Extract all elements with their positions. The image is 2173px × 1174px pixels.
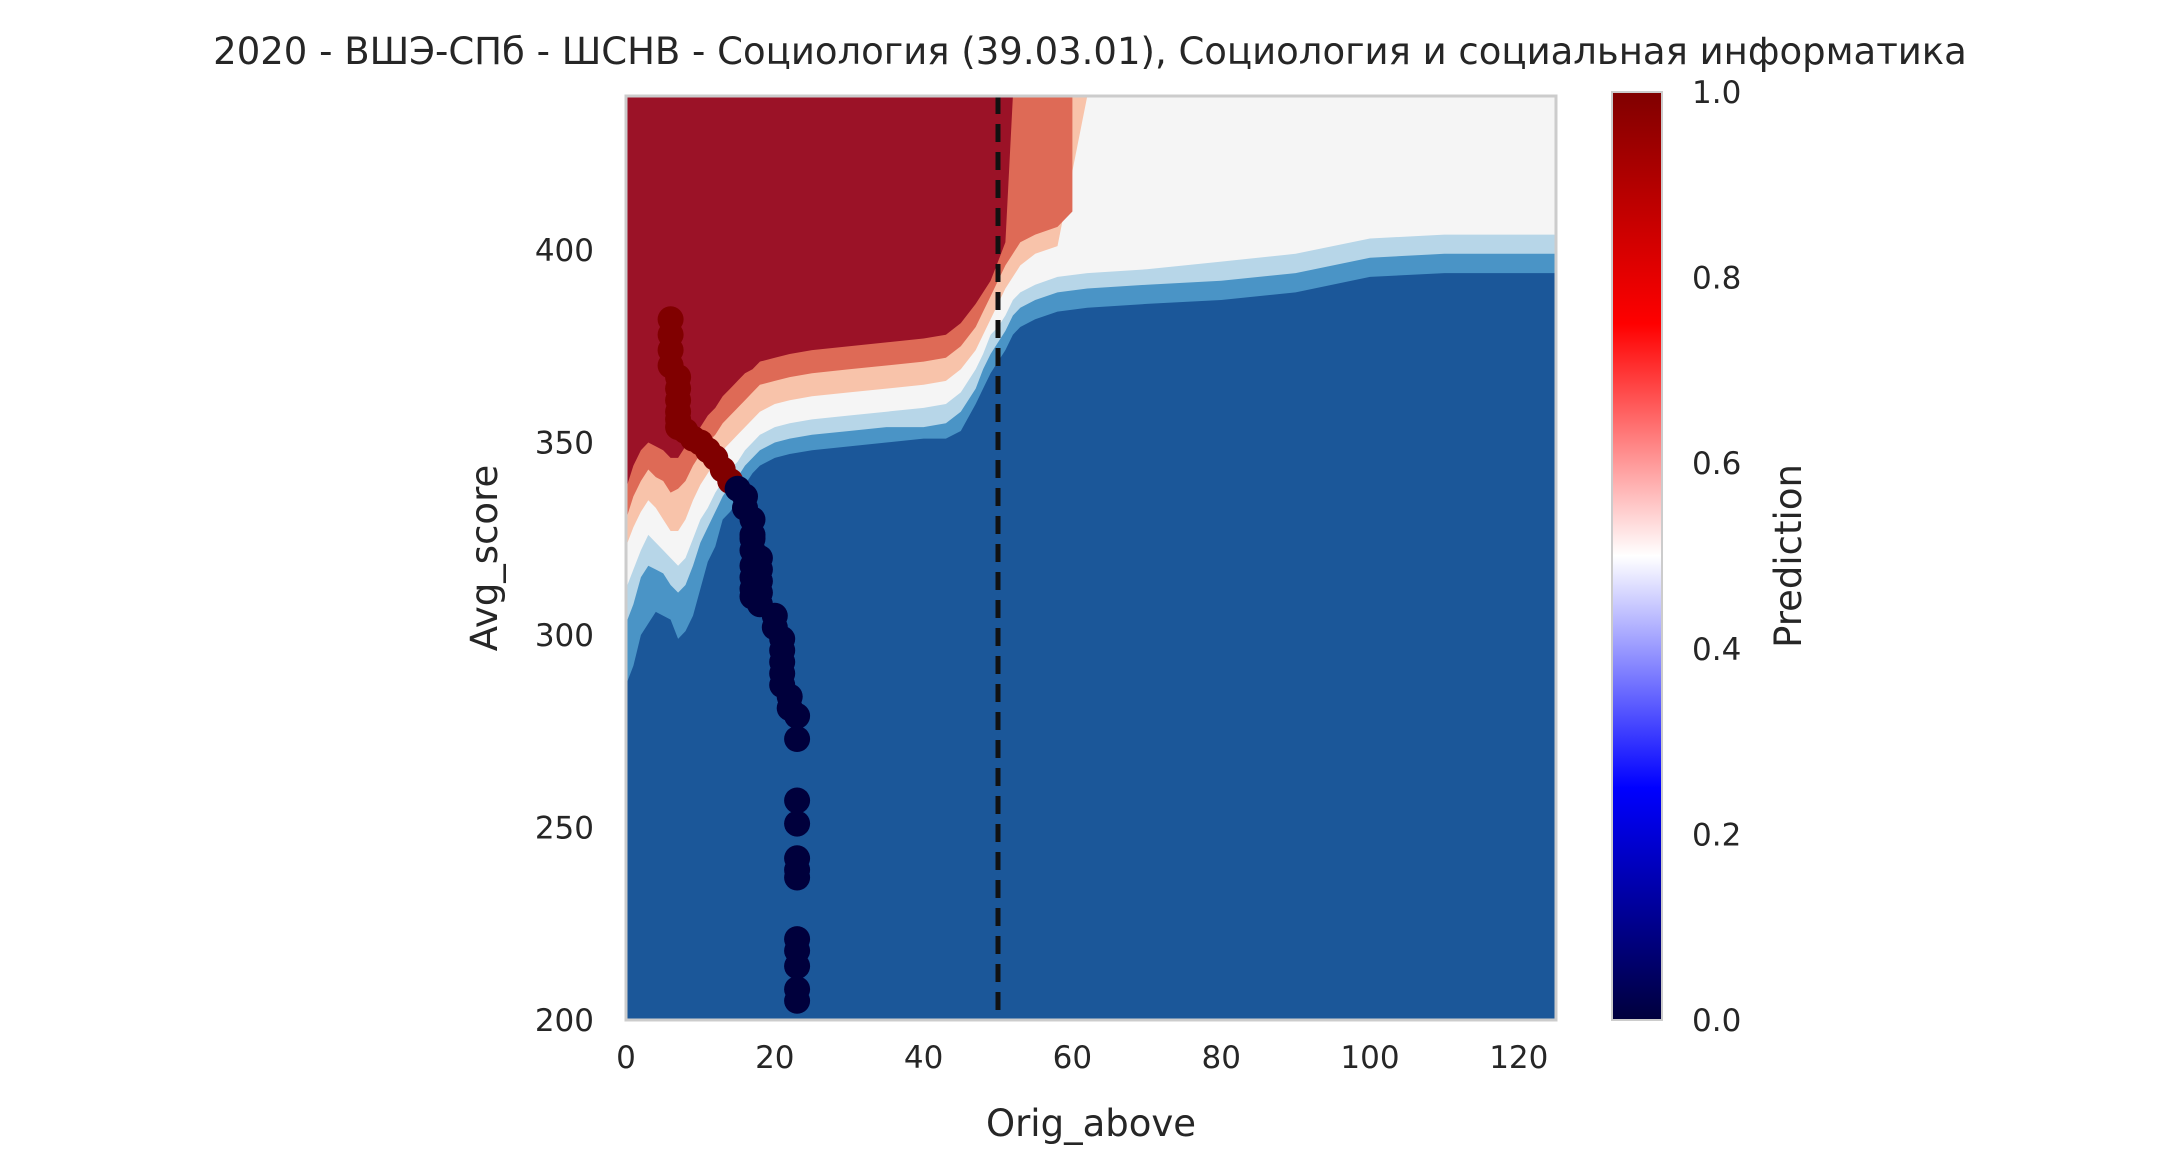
x-tick-label: 100	[1340, 1040, 1399, 1076]
scatter-point	[784, 810, 811, 837]
chart-title: 2020 - ВШЭ-СПб - ШСНВ - Социология (39.0…	[213, 30, 1967, 73]
plot-frame	[624, 94, 1558, 1022]
x-axis-label: Orig_above	[986, 1102, 1196, 1145]
y-tick-label: 300	[535, 618, 594, 654]
contour-band	[626, 96, 1013, 489]
colorbar-label: Prediction	[1767, 464, 1810, 648]
x-tick-label: 20	[755, 1040, 794, 1076]
x-tick-label: 60	[1053, 1040, 1092, 1076]
y-tick-label: 250	[535, 811, 594, 847]
y-axis-label: Avg_score	[463, 465, 506, 651]
colorbar-tick-label: 0.2	[1692, 817, 1741, 853]
scatter-point	[784, 953, 811, 980]
y-tick-label: 400	[535, 233, 594, 269]
x-tick-label: 40	[904, 1040, 943, 1076]
scatter-point	[784, 702, 811, 729]
x-tick-label: 80	[1201, 1040, 1240, 1076]
colorbar-tick-label: 1.0	[1692, 75, 1741, 111]
y-tick-label: 350	[535, 426, 594, 462]
colorbar-tick-label: 0.0	[1692, 1003, 1741, 1039]
colorbar-tick-label: 0.4	[1692, 632, 1741, 668]
colorbar-tick-label: 0.6	[1692, 446, 1741, 482]
scatter-point	[784, 864, 811, 891]
y-tick-label: 200	[535, 1003, 594, 1039]
scatter-point	[784, 787, 811, 814]
colorbar	[1611, 91, 1663, 1021]
colorbar-tick-label: 0.8	[1692, 261, 1741, 297]
scatter-point	[784, 726, 811, 752]
plot-area	[626, 96, 1556, 1020]
x-tick-label: 120	[1489, 1040, 1548, 1076]
x-tick-label: 0	[616, 1040, 636, 1076]
scatter-point	[784, 987, 811, 1014]
